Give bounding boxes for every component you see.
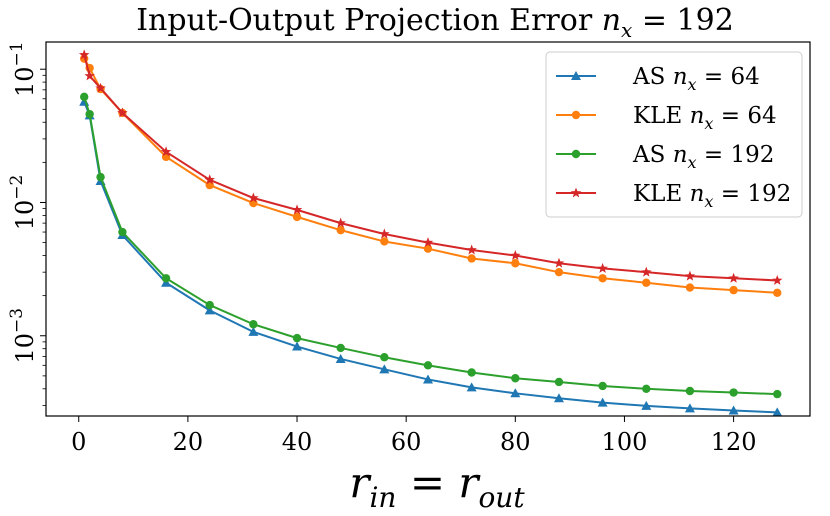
data-point <box>466 382 477 392</box>
data-point <box>249 320 258 329</box>
y-axis: 10−3 10−2 10−1 <box>7 41 46 406</box>
legend-item: AS nx = 64 <box>556 64 760 94</box>
data-point <box>161 274 171 283</box>
legend-item: KLE nx = 192 <box>556 181 791 211</box>
series-3 <box>80 92 782 399</box>
data-point <box>335 217 346 228</box>
data-point <box>379 228 390 239</box>
data-point <box>685 386 695 396</box>
data-point <box>422 237 434 248</box>
data-point <box>773 389 782 399</box>
legend-label: AS nx = 192 <box>632 142 774 172</box>
data-point <box>118 227 127 237</box>
data-point <box>641 266 652 277</box>
data-point <box>597 397 608 407</box>
data-point <box>292 341 303 351</box>
data-point <box>335 353 346 363</box>
data-point <box>641 400 652 410</box>
data-point <box>160 146 172 157</box>
data-point <box>423 244 433 253</box>
data-point <box>204 305 215 315</box>
data-point <box>772 407 783 417</box>
plot-area <box>78 49 783 417</box>
legend-label: KLE nx = 192 <box>633 181 791 211</box>
data-point <box>380 353 389 362</box>
data-point <box>511 259 520 268</box>
data-point <box>467 368 476 377</box>
data-point <box>85 109 94 119</box>
data-point <box>78 49 90 60</box>
legend-swatch-marker <box>571 110 581 120</box>
x-axis-label: rin = rout <box>349 458 525 514</box>
legend-swatch-marker <box>571 149 581 159</box>
x-tick-label: 80 <box>500 428 531 456</box>
x-tick-label: 20 <box>173 428 204 456</box>
series-4 <box>78 49 783 285</box>
chart-title: Input-Output Projection Error nx = 192 <box>136 3 734 42</box>
x-tick-label: 60 <box>391 428 422 456</box>
data-point <box>291 204 303 215</box>
legend-label: KLE nx = 64 <box>633 103 777 133</box>
data-point <box>380 237 389 246</box>
data-point <box>773 288 782 298</box>
y-tick-label: 10−2 <box>7 175 39 231</box>
data-point <box>336 225 345 235</box>
data-point <box>467 254 476 263</box>
data-point <box>292 212 302 222</box>
data-point <box>95 82 106 93</box>
data-point <box>553 257 565 268</box>
data-point <box>248 192 259 203</box>
data-point <box>729 388 738 397</box>
data-point <box>684 270 696 281</box>
data-point <box>292 333 302 343</box>
data-point <box>511 374 520 383</box>
data-point <box>379 364 390 374</box>
data-point <box>598 274 607 283</box>
data-point <box>510 250 521 260</box>
legend-item: AS nx = 192 <box>556 142 774 172</box>
data-point <box>598 381 607 391</box>
data-point <box>642 384 651 393</box>
data-point <box>117 107 128 118</box>
legend-label: AS nx = 64 <box>632 64 760 94</box>
data-point <box>772 274 783 285</box>
legend-swatch-marker <box>570 187 582 198</box>
data-point <box>685 283 695 292</box>
legend-item: KLE nx = 64 <box>556 103 777 133</box>
y-tick-label: 10−1 <box>7 41 39 97</box>
data-point <box>510 388 521 398</box>
data-point <box>336 343 345 353</box>
x-tick-label: 120 <box>711 428 757 456</box>
data-point <box>205 300 214 310</box>
legend-swatch-marker <box>571 71 581 80</box>
data-point <box>684 403 695 413</box>
data-point <box>80 92 89 102</box>
data-point <box>597 262 608 273</box>
data-point <box>729 285 738 295</box>
data-point <box>84 70 95 81</box>
data-point <box>205 180 214 190</box>
y-tick-label: 10−3 <box>7 308 39 364</box>
data-point <box>728 405 739 415</box>
data-point <box>423 361 433 370</box>
data-point <box>642 278 651 287</box>
x-axis: 0 20 40 60 80 100 120 <box>71 416 757 456</box>
legend-box <box>545 51 803 218</box>
x-tick-label: 40 <box>282 428 313 456</box>
data-point <box>466 244 477 255</box>
data-point <box>554 377 564 387</box>
data-point <box>423 374 433 384</box>
data-point <box>553 393 564 403</box>
legend: AS nx = 64 KLE nx = 64 AS nx = 192 KLE nx =… <box>545 51 803 218</box>
data-point <box>248 326 259 336</box>
data-point <box>728 272 739 283</box>
axes-frame <box>45 41 811 417</box>
data-point <box>554 267 564 277</box>
data-point <box>96 172 105 182</box>
x-tick-label: 0 <box>71 428 86 456</box>
data-point <box>204 174 215 185</box>
x-tick-label: 100 <box>602 428 648 456</box>
